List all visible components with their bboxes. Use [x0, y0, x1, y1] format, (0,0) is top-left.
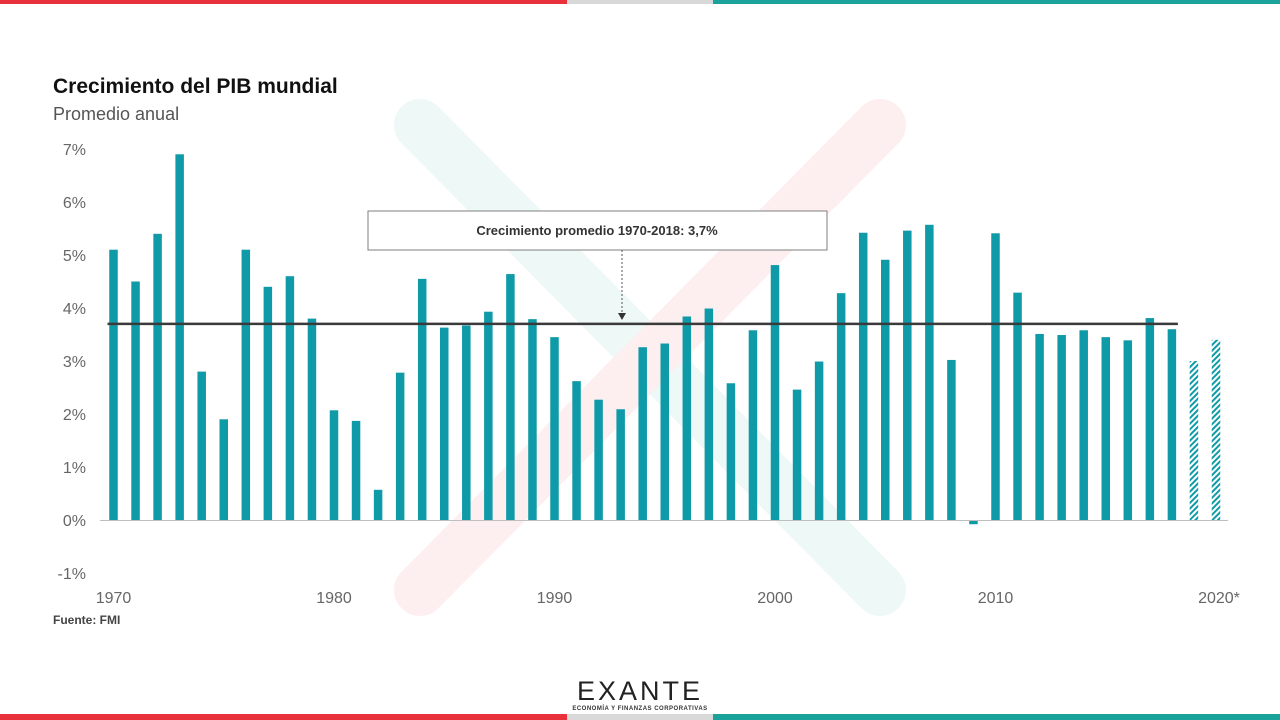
bar	[175, 154, 184, 521]
bar	[704, 308, 714, 520]
watermark-x	[394, 99, 906, 616]
chart-title: Crecimiento del PIB mundial	[53, 75, 338, 98]
x-tick-label: 2020*	[1198, 590, 1240, 607]
bar	[351, 420, 361, 520]
bar	[1057, 335, 1066, 520]
bar	[748, 330, 758, 520]
exante-logo: EXANTE	[576, 676, 704, 706]
top-bar-teal-segment	[713, 0, 1280, 4]
bar	[1013, 292, 1022, 520]
y-tick-label: 2%	[63, 407, 86, 424]
bar	[550, 337, 559, 520]
bar	[682, 316, 692, 520]
bar	[969, 520, 978, 525]
top-bar-gray-segment	[567, 0, 713, 4]
bars-group	[109, 154, 1221, 525]
bar	[197, 371, 206, 520]
bar	[903, 230, 912, 520]
bar	[329, 410, 339, 520]
bar	[285, 276, 295, 520]
bar	[462, 325, 471, 520]
bar	[241, 249, 251, 520]
bar	[263, 286, 273, 520]
annotation-box	[367, 210, 828, 251]
bar	[836, 293, 846, 520]
bar	[947, 359, 956, 520]
x-tick-label: 2010	[978, 590, 1014, 607]
y-tick-label: 1%	[63, 460, 86, 477]
bar	[792, 389, 802, 520]
bar	[506, 274, 515, 520]
bar	[572, 381, 581, 520]
bar	[109, 249, 118, 520]
bar	[307, 318, 317, 520]
y-axis-ticks: -1% 0% 1% 2% 3% 4% 5% 6% 7%	[58, 142, 86, 583]
bar	[858, 232, 868, 521]
bar	[1101, 337, 1110, 520]
bar	[991, 233, 1000, 520]
y-tick-label: 6%	[63, 195, 86, 212]
bar	[594, 399, 603, 520]
top-bar-red-segment	[0, 0, 567, 4]
bar	[219, 419, 228, 520]
bottom-bar-teal-segment	[713, 714, 1280, 720]
y-tick-label: -1%	[58, 566, 86, 583]
chart-subtitle: Promedio anual	[53, 104, 180, 124]
bar	[925, 224, 934, 521]
bottom-bar-gray-segment	[567, 714, 713, 720]
logo-tagline: ECONOMÍA Y FINANZAS CORPORATIVAS	[572, 706, 708, 712]
bar	[616, 409, 625, 520]
bar	[660, 343, 669, 520]
average-annotation: Crecimiento promedio 1970-2018: 3,7%	[367, 210, 828, 320]
y-tick-label: 3%	[63, 354, 86, 371]
bar	[1167, 329, 1177, 520]
bar	[638, 347, 647, 520]
y-tick-label: 0%	[63, 513, 86, 530]
bar	[395, 372, 405, 520]
annotation-text: Crecimiento promedio 1970-2018: 3,7%	[476, 223, 718, 238]
bar	[1123, 340, 1133, 520]
bar	[131, 281, 140, 520]
x-tick-label: 1980	[316, 590, 352, 607]
bar-projected	[1211, 339, 1221, 520]
bar	[1079, 330, 1088, 520]
bar	[726, 383, 736, 520]
x-axis-ticks: 1970 1980 1990 2000 2010 2020*	[96, 590, 1240, 607]
bar	[770, 265, 780, 520]
top-color-bar	[0, 0, 1280, 4]
bottom-color-bar	[0, 714, 1280, 720]
bottom-bar-red-segment	[0, 714, 567, 720]
bar	[814, 361, 824, 520]
source-note: Fuente: FMI	[53, 613, 121, 627]
bar	[1035, 333, 1044, 520]
bar	[440, 327, 449, 520]
bar	[528, 319, 537, 520]
x-tick-label: 1970	[96, 590, 132, 607]
bar	[153, 233, 162, 521]
bar	[373, 489, 383, 520]
bar	[484, 311, 493, 520]
bar	[1145, 318, 1155, 520]
annotation-arrowhead	[618, 313, 626, 320]
x-tick-label: 1990	[537, 590, 573, 607]
y-tick-label: 5%	[63, 248, 86, 265]
bar	[417, 278, 427, 520]
bar	[881, 259, 890, 520]
x-tick-label: 2000	[757, 590, 793, 607]
y-tick-label: 7%	[63, 142, 86, 159]
bar-projected	[1189, 361, 1199, 520]
y-tick-label: 4%	[63, 301, 86, 318]
